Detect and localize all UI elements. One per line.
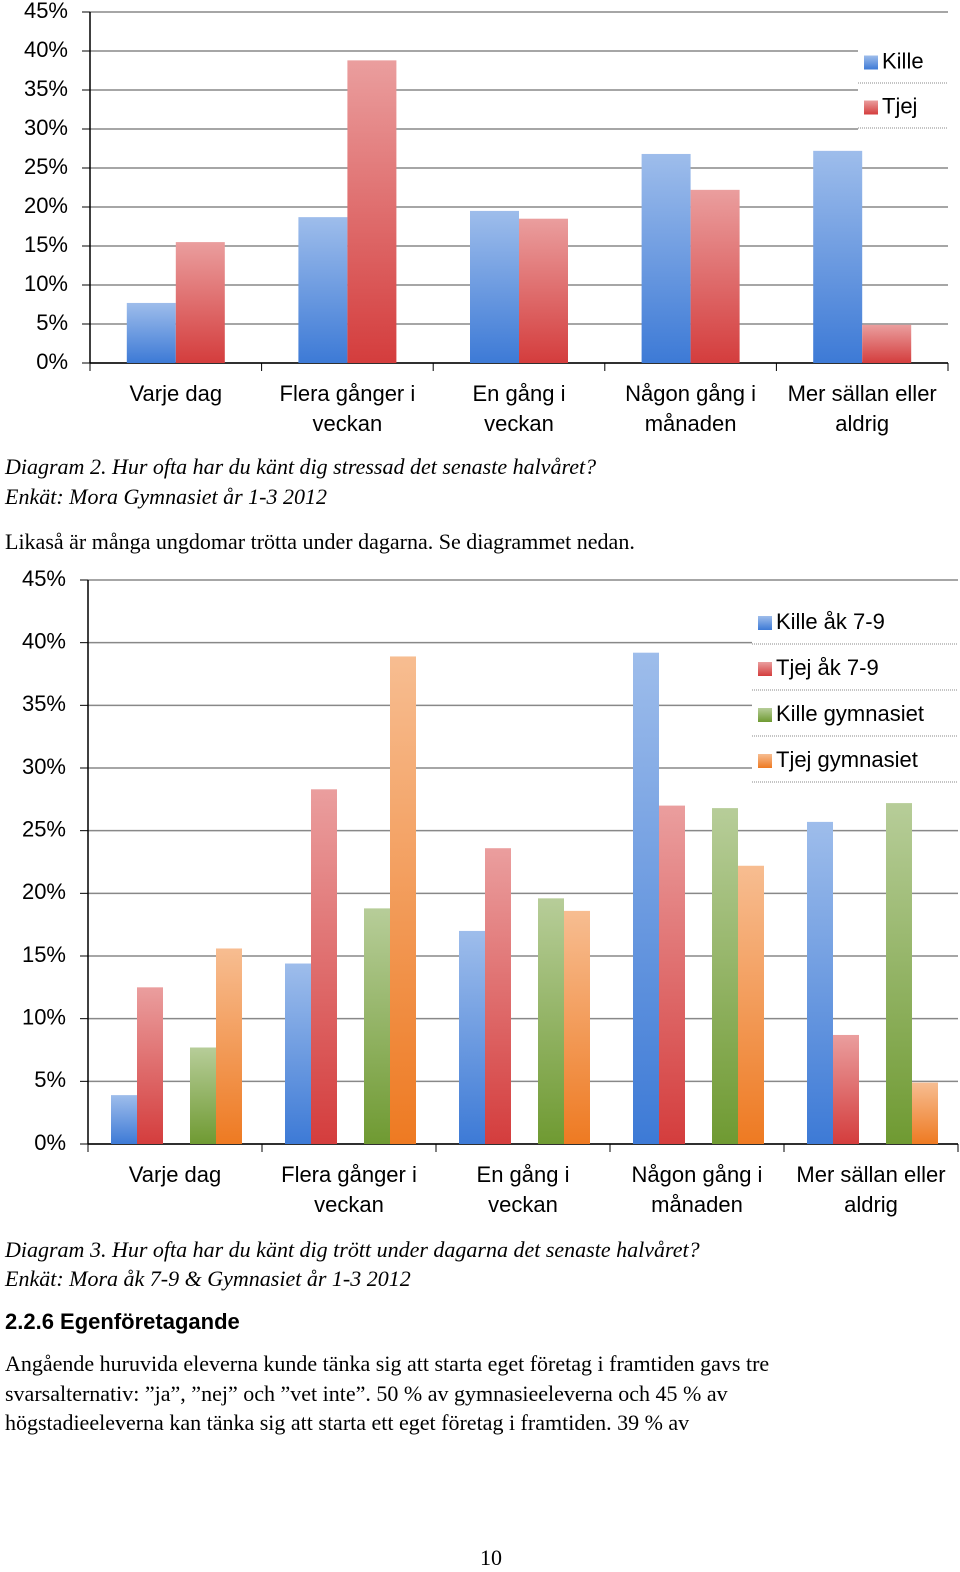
x-tick-label: Varje dag (128, 1162, 222, 1187)
y-tick-label: 15% (24, 232, 68, 257)
caption: Enkät: Mora Gymnasiet år 1-3 2012 (5, 484, 328, 509)
bar (538, 898, 564, 1144)
x-tick-label: En gång i veckan (472, 381, 566, 436)
x-tick-label: Flera gånger i veckan (281, 1162, 417, 1217)
bar (633, 652, 659, 1144)
y-tick-label: 10% (22, 1004, 66, 1029)
bar (833, 1034, 859, 1144)
bar (862, 324, 912, 363)
bar (364, 908, 390, 1144)
x-tick-label: Mer sällan eller aldrig (796, 1162, 946, 1217)
bar (886, 803, 912, 1144)
body-text: svarsalternativ: ”ja”, ”nej” och ”vet in… (5, 1381, 728, 1406)
y-tick-label: 35% (24, 76, 68, 101)
caption: Enkät: Mora åk 7-9 & Gymnasiet år 1-3 20… (5, 1266, 411, 1291)
bar (216, 948, 242, 1144)
legend-label: Tjej gymnasiet (776, 747, 918, 772)
legend-swatch (864, 100, 878, 115)
y-tick-label: 30% (22, 754, 66, 779)
bar (813, 150, 863, 363)
bar (712, 808, 738, 1144)
bar (641, 153, 691, 363)
legend-label: Tjej åk 7-9 (776, 655, 879, 680)
bar (390, 656, 416, 1144)
y-tick-label: 45% (24, 0, 68, 23)
y-tick-label: 35% (22, 691, 66, 716)
legend-label: Kille gymnasiet (776, 701, 924, 726)
legend-label: Kille (882, 48, 924, 73)
caption: Diagram 3. Hur ofta har du känt dig tröt… (5, 1237, 700, 1262)
y-tick-label: 0% (36, 349, 68, 374)
legend-swatch (758, 754, 772, 768)
x-tick-label: Mer sällan eller aldrig (787, 381, 937, 436)
bar (347, 60, 397, 364)
body-text: Likaså är många ungdomar trötta under da… (5, 529, 635, 554)
y-tick-label: 0% (34, 1130, 66, 1155)
bar (659, 805, 685, 1144)
bar (807, 821, 833, 1144)
legend-swatch (758, 616, 772, 630)
bar (459, 930, 485, 1144)
y-tick-label: 45% (22, 566, 66, 591)
y-tick-label: 5% (36, 310, 68, 335)
y-tick-label: 40% (24, 37, 68, 62)
legend-swatch (758, 708, 772, 722)
legend-label: Tjej (882, 93, 917, 118)
body-text: Angående huruvida eleverna kunde tänka s… (5, 1351, 770, 1376)
y-tick-label: 5% (34, 1067, 66, 1092)
legend-swatch (758, 662, 772, 676)
bar (519, 218, 568, 363)
page-number: 10 (480, 1545, 502, 1570)
body-text: högstadieeleverna kan tänka sig att star… (5, 1410, 690, 1435)
bar (690, 189, 740, 363)
bar (298, 217, 348, 363)
heading: 2.2.6 Egenföretagande (5, 1309, 240, 1334)
legend-label: Kille åk 7-9 (776, 609, 885, 634)
y-tick-label: 40% (22, 628, 66, 653)
bar (111, 1095, 137, 1144)
y-tick-label: 25% (24, 154, 68, 179)
legend-swatch (864, 55, 878, 70)
bar (485, 848, 511, 1144)
y-tick-label: 30% (24, 115, 68, 140)
legend-box (858, 40, 948, 130)
bar (190, 1047, 216, 1144)
caption: Diagram 2. Hur ofta har du känt dig stre… (5, 454, 597, 479)
bar (311, 789, 337, 1144)
y-tick-label: 15% (22, 942, 66, 967)
x-tick-label: Någon gång i månaden (631, 1162, 763, 1217)
y-tick-label: 20% (22, 879, 66, 904)
x-tick-label: Flera gånger i veckan (279, 381, 416, 436)
bar (126, 302, 176, 363)
bar (470, 210, 519, 363)
x-tick-label: Varje dag (129, 381, 223, 406)
x-tick-label: En gång i veckan (476, 1162, 570, 1217)
y-tick-label: 20% (24, 193, 68, 218)
x-tick-label: Någon gång i månaden (625, 381, 757, 436)
bar (564, 910, 590, 1144)
bar (738, 865, 764, 1144)
y-tick-label: 10% (24, 271, 68, 296)
legend-box (752, 600, 958, 784)
bar (912, 1082, 938, 1144)
bar (137, 987, 163, 1144)
bar (175, 242, 225, 363)
bar (285, 963, 311, 1144)
y-tick-label: 25% (22, 816, 66, 841)
